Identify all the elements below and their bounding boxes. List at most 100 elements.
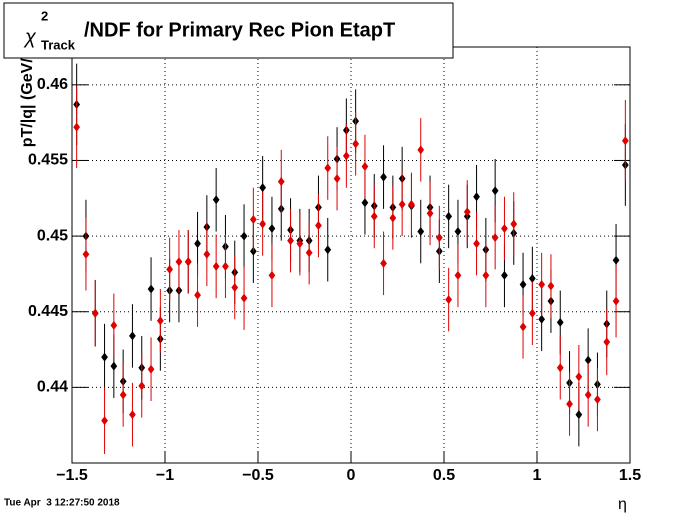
marker xyxy=(482,270,490,280)
title-box: χ 2 Track /NDF for Primary Rec Pion Etap… xyxy=(3,2,454,59)
marker xyxy=(352,139,360,149)
marker xyxy=(147,364,155,374)
marker xyxy=(184,257,192,267)
marker xyxy=(454,270,462,280)
marker xyxy=(454,227,462,237)
marker xyxy=(556,317,564,327)
title-superscript: 2 xyxy=(41,8,48,23)
marker xyxy=(324,245,332,255)
plot-area: 0.44 0.445 0.45 0.455 0.46 −1.5 −1 −0.5 0 0.5 1 1.5 xyxy=(28,46,641,484)
marker xyxy=(315,221,322,231)
marker xyxy=(408,199,415,209)
title-symbol: χ xyxy=(23,26,37,48)
marker xyxy=(259,183,267,193)
marker xyxy=(612,255,620,265)
marker xyxy=(556,363,564,373)
x-tick-label: 0.5 xyxy=(433,467,455,484)
marker xyxy=(268,224,276,234)
y-tick-label: 0.46 xyxy=(37,76,68,93)
marker xyxy=(445,211,453,221)
marker xyxy=(119,390,127,400)
marker xyxy=(473,192,480,202)
marker xyxy=(82,249,90,259)
marker xyxy=(129,410,136,420)
marker xyxy=(324,163,332,173)
marker xyxy=(584,355,592,365)
marker xyxy=(538,314,546,324)
marker xyxy=(91,308,99,318)
marker xyxy=(463,207,471,217)
marker xyxy=(575,410,583,420)
marker xyxy=(621,136,629,146)
x-tick-label: 1.5 xyxy=(619,467,641,484)
x-tick-label: −0.5 xyxy=(242,467,274,484)
marker xyxy=(612,296,620,306)
title-frame xyxy=(3,2,454,59)
marker xyxy=(435,233,443,243)
marker xyxy=(603,337,611,347)
marker xyxy=(491,186,499,196)
marker xyxy=(305,248,313,258)
marker xyxy=(110,361,118,371)
marker xyxy=(240,231,248,241)
marker xyxy=(231,283,239,293)
x-tick-label: −1 xyxy=(156,467,174,484)
marker xyxy=(240,293,248,303)
marker xyxy=(166,264,174,274)
x-axis-label: η xyxy=(618,496,627,513)
marker xyxy=(380,258,387,268)
marker xyxy=(194,290,201,300)
marker xyxy=(519,279,527,289)
title-text: /NDF for Primary Rec Pion EtapT xyxy=(84,19,395,41)
marker xyxy=(491,233,499,243)
marker xyxy=(129,331,136,341)
marker xyxy=(249,214,257,224)
marker xyxy=(519,322,527,332)
marker xyxy=(342,151,350,161)
timestamp: Tue Apr 3 12:27:50 2018 xyxy=(4,498,120,509)
marker xyxy=(575,372,583,382)
marker xyxy=(501,270,508,280)
marker xyxy=(380,172,387,182)
y-tick-label: 0.455 xyxy=(28,152,68,169)
y-tick-label: 0.445 xyxy=(28,303,68,320)
marker xyxy=(212,195,220,205)
marker xyxy=(212,261,220,271)
x-tick-label: 0 xyxy=(347,467,356,484)
marker xyxy=(528,308,536,318)
marker xyxy=(594,394,601,404)
marker xyxy=(510,219,518,229)
marker xyxy=(73,122,81,132)
marker xyxy=(222,261,229,271)
marker xyxy=(110,320,118,330)
marker xyxy=(175,257,183,267)
marker xyxy=(361,162,369,172)
x-tick-label: −1.5 xyxy=(56,467,88,484)
x-tick-label: 1 xyxy=(533,467,542,484)
marker xyxy=(156,316,164,326)
marker xyxy=(101,352,108,362)
title-subscript: Track xyxy=(41,37,76,52)
marker xyxy=(147,284,155,294)
y-tick-label: 0.45 xyxy=(37,227,68,244)
marker xyxy=(203,249,211,259)
marker xyxy=(361,198,369,208)
marker xyxy=(528,273,536,283)
marker xyxy=(473,239,480,249)
marker xyxy=(194,239,201,249)
marker xyxy=(138,381,146,391)
marker xyxy=(501,224,508,234)
marker xyxy=(277,177,285,187)
marker xyxy=(417,145,425,155)
marker xyxy=(268,270,276,280)
marker xyxy=(101,416,108,426)
marker xyxy=(426,208,434,218)
marker xyxy=(547,281,555,291)
marker xyxy=(398,199,406,209)
marker xyxy=(389,213,397,223)
marker xyxy=(584,390,592,400)
marker xyxy=(445,295,453,305)
y-axis-label: pT/|q| (GeV/c) xyxy=(19,44,36,147)
